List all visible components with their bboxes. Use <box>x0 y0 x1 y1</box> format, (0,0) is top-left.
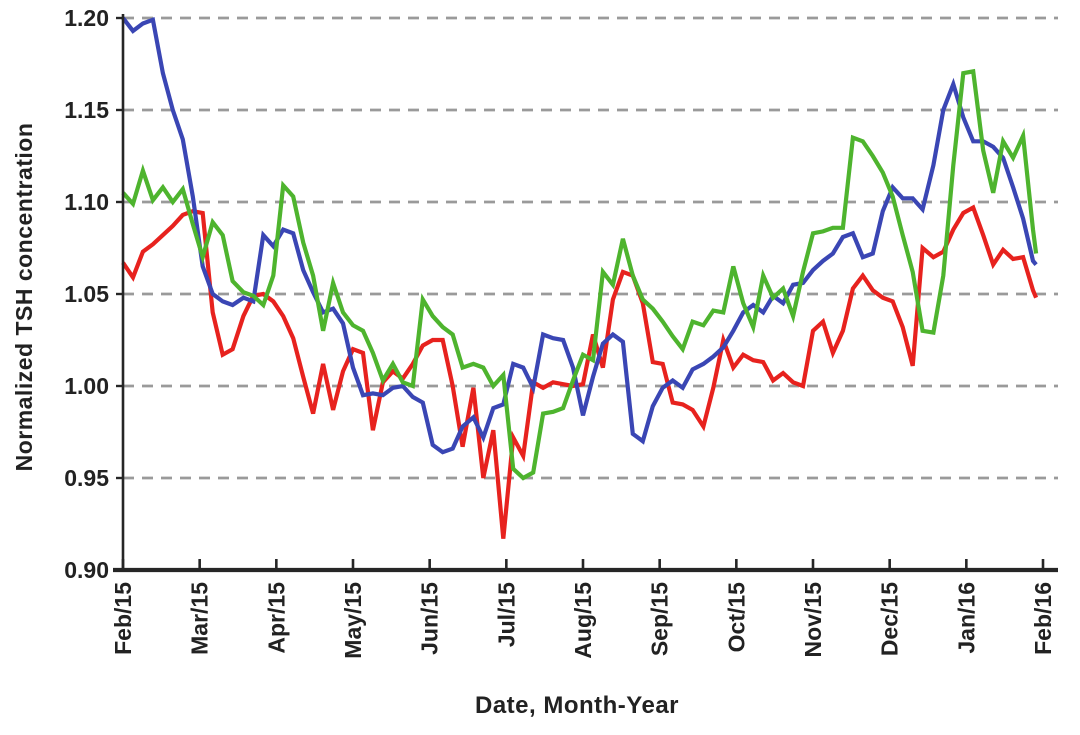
y-tick-label-1.15: 1.15 <box>64 97 109 123</box>
x-tick-label-Sep/15: Sep/15 <box>647 582 673 656</box>
y-tick-label-0.90: 0.90 <box>64 557 109 583</box>
y-tick-label-1.20: 1.20 <box>64 5 109 31</box>
red-series-line <box>121 204 1039 539</box>
green-series-line <box>121 68 1039 481</box>
x-tick-label-Nov/15: Nov/15 <box>800 582 826 658</box>
x-tick-label-Jun/15: Jun/15 <box>417 582 443 655</box>
x-tick-label-Apr/15: Apr/15 <box>263 582 289 654</box>
y-tick-label-1.00: 1.00 <box>64 373 109 399</box>
y-axis-title: Normalized TSH concentration <box>11 122 37 472</box>
x-tick-label-Aug/15: Aug/15 <box>570 582 596 659</box>
x-tick-label-Jul/15: Jul/15 <box>493 582 519 647</box>
y-tick-label-0.95: 0.95 <box>64 465 109 491</box>
y-tick-label-1.10: 1.10 <box>64 189 109 215</box>
x-tick-label-Mar/15: Mar/15 <box>187 582 213 655</box>
y-tick-label-1.05: 1.05 <box>64 281 109 307</box>
x-tick-label-Oct/15: Oct/15 <box>723 582 749 653</box>
x-tick-label-May/15: May/15 <box>340 582 366 659</box>
x-tick-label-Feb/15: Feb/15 <box>110 582 136 655</box>
x-tick-label-Jan/16: Jan/16 <box>953 582 979 654</box>
x-axis-title: Date, Month-Year <box>474 692 680 719</box>
x-tick-label-Dec/15: Dec/15 <box>877 582 903 656</box>
x-tick-label-Feb/16: Feb/16 <box>1030 582 1056 655</box>
